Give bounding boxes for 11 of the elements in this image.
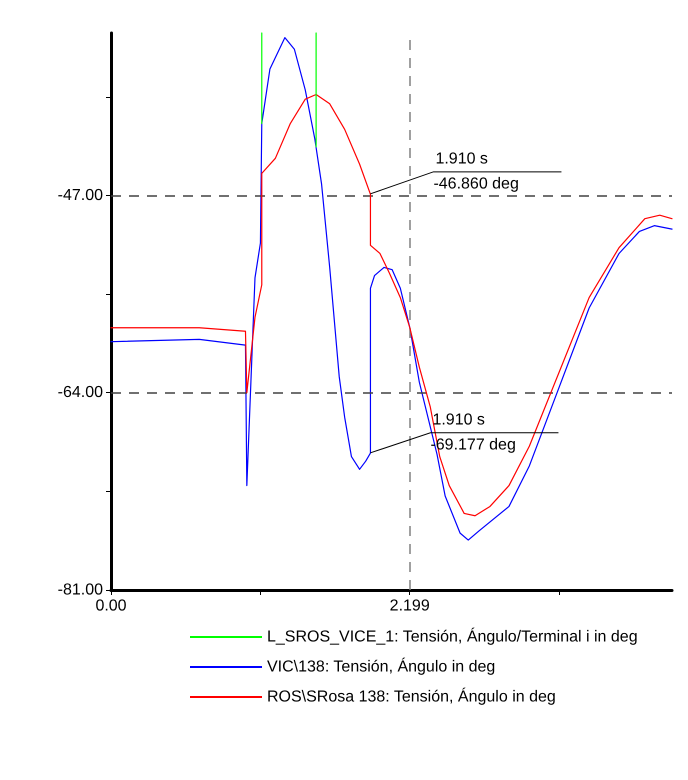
y-tick-label: -47.00 [58, 186, 104, 204]
legend-label: ROS\SRosa 138: Tensión, Ángulo in deg [267, 688, 556, 706]
x-tick-label: 0.00 [95, 598, 127, 614]
line-series [110, 37, 673, 541]
y-tick-label: -64.00 [58, 384, 104, 402]
y-tick-label: -81.00 [58, 582, 104, 598]
annotation: 1.910 s -46.860 deg [433, 150, 519, 192]
legend-label: L_SROS_VICE_1: Tensión, Ángulo/Terminal i in deg [267, 628, 638, 646]
x-tick-label: 2.199 [390, 598, 430, 614]
line-series [110, 94, 673, 516]
legend-label: VIC\138: Tensión, Ángulo in deg [267, 658, 496, 676]
